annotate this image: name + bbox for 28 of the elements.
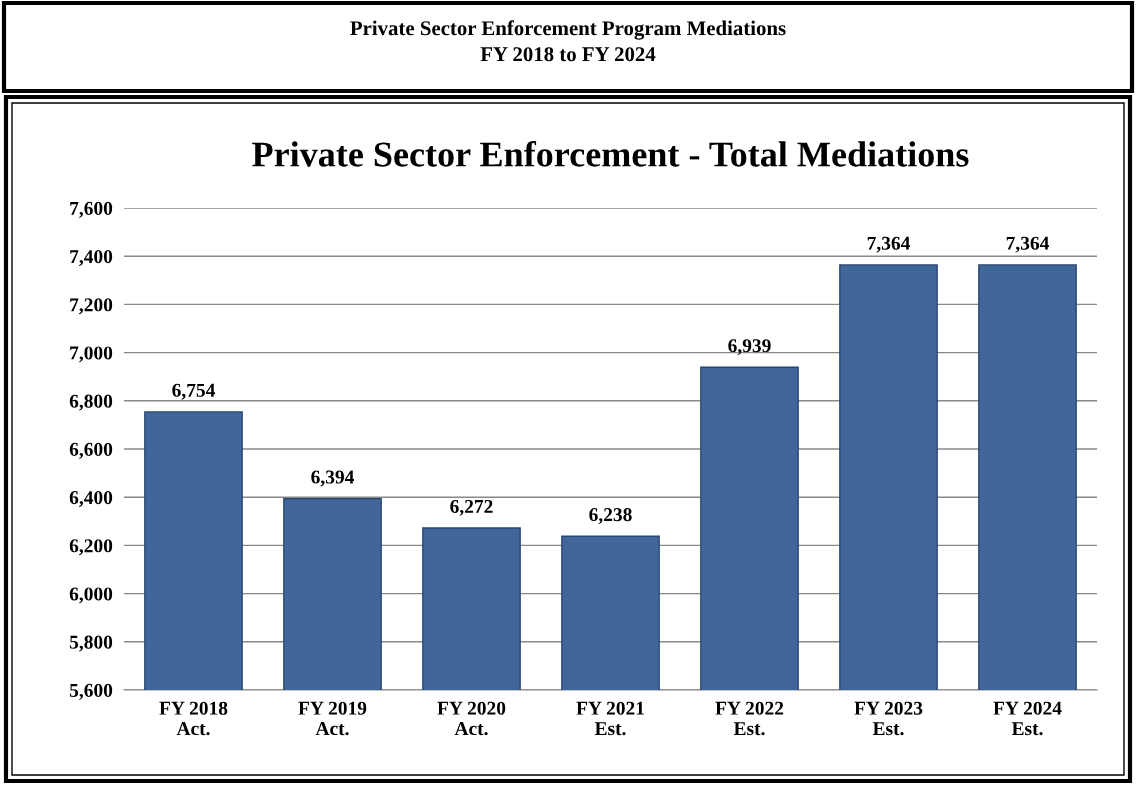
y-tick-label: 5,600 — [69, 683, 113, 700]
y-tick-label: 7,600 — [70, 201, 113, 218]
y-tick-label: 5,800 — [69, 635, 113, 652]
x-tick-label: FY 2021 Est. — [576, 701, 644, 736]
y-tick-label: 7,000 — [70, 346, 113, 363]
data-label: 6,754 — [172, 383, 216, 400]
data-label: 6,394 — [311, 470, 355, 487]
chart-title: Private Sector Enforcement - Total Mediations — [252, 140, 969, 167]
y-tick-label: 6,600 — [69, 442, 113, 459]
data-label: 6,272 — [450, 499, 493, 516]
y-tick-label: 6,000 — [69, 587, 113, 604]
data-label: 7,364 — [1006, 236, 1050, 253]
x-tick-label: FY 2019 Act. — [298, 701, 367, 736]
y-tick-label: 7,400 — [70, 250, 113, 266]
y-tick-label: 6,400 — [69, 491, 113, 507]
y-tick-label: 6,800 — [69, 394, 113, 411]
data-label: 6,939 — [728, 339, 771, 356]
x-tick-label: FY 2024 Est. — [993, 701, 1062, 736]
x-tick-label: FY 2020 Act. — [437, 701, 506, 736]
x-tick-label: FY 2022 Est. — [715, 701, 784, 736]
text: Private Sector Enforcement Program Mediations — [350, 20, 786, 40]
x-tick-label: FY 2018 Act. — [159, 701, 228, 736]
y-tick-label: 6,200 — [69, 539, 113, 556]
data-label: 7,364 — [867, 236, 911, 253]
data-label: 6,238 — [589, 508, 632, 524]
text: FY 2018 to FY 2024 — [480, 47, 656, 62]
x-tick-label: FY 2023 Est. — [854, 701, 923, 736]
y-tick-label: 7,200 — [70, 298, 113, 315]
